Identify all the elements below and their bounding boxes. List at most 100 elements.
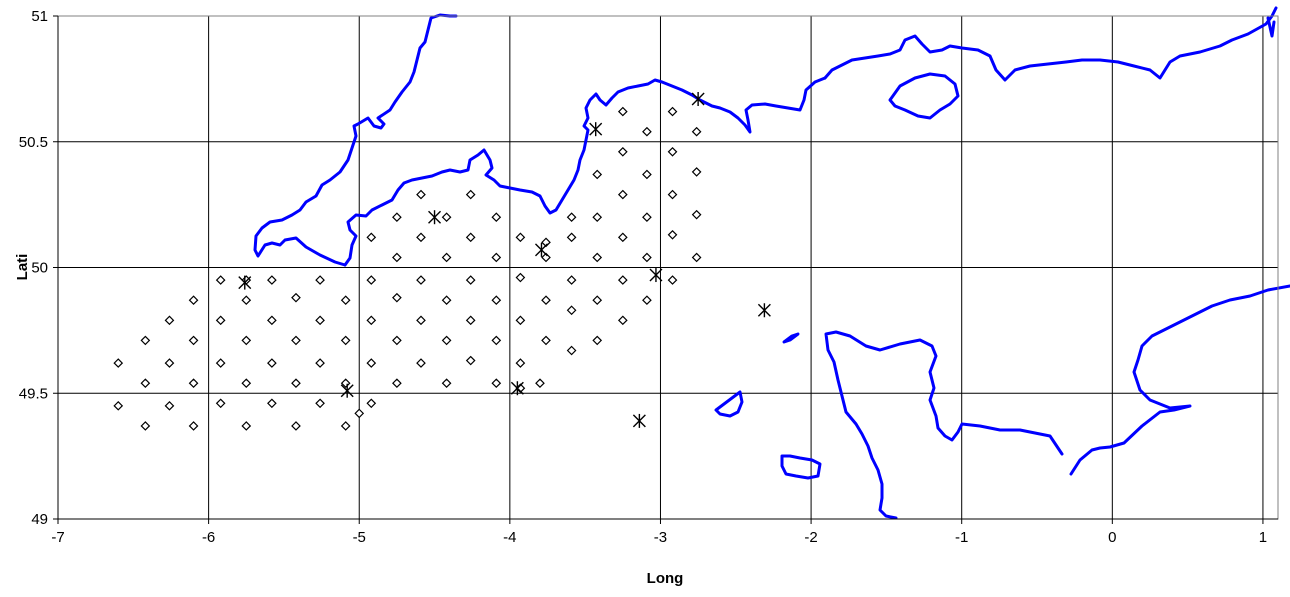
diamond-marker	[188, 421, 199, 431]
diamond-marker	[315, 358, 325, 368]
diamond-marker	[416, 315, 426, 326]
diamond-marker	[465, 189, 476, 200]
diamond-marker	[241, 335, 252, 346]
y-tick-label: 49.5	[19, 385, 48, 402]
diamond-marker	[566, 345, 577, 356]
diamond-marker	[535, 378, 545, 389]
coastline-normandy-brittany	[1069, 284, 1290, 476]
diamond-marker	[392, 378, 402, 389]
diamond-marker	[691, 126, 702, 137]
diamond-marker	[617, 189, 628, 200]
diamond-marker	[291, 421, 301, 431]
diamond-marker	[267, 358, 277, 368]
diamond-marker	[465, 232, 476, 243]
asterisk-marker	[691, 91, 705, 106]
diamond-marker	[241, 421, 252, 431]
asterisk-marker	[757, 303, 771, 318]
x-tick-label: -6	[202, 529, 215, 546]
y-tick-label: 49	[31, 511, 48, 528]
asterisk-marker	[340, 383, 354, 398]
diamond-marker	[667, 106, 678, 117]
diamond-marker	[566, 212, 577, 223]
diamond-marker	[465, 275, 476, 285]
diamond-marker	[617, 315, 628, 326]
diamond-marker	[215, 275, 226, 285]
diamond-marker	[441, 378, 452, 389]
diamond-marker	[392, 335, 402, 346]
diamond-marker	[241, 295, 252, 306]
diamond-marker	[164, 358, 175, 368]
x-tick-labels: -7 -6 -5 -4 -3 -2 -1 0 1	[51, 529, 1267, 546]
jersey-outline	[780, 454, 822, 480]
diamond-marker	[667, 229, 678, 240]
diamond-marker	[592, 335, 603, 346]
plot-area-border	[53, 15, 1279, 524]
diamond-marker	[340, 295, 351, 306]
diamond-marker	[491, 252, 502, 263]
diamond-marker	[592, 212, 603, 223]
diamond-marker	[267, 398, 277, 409]
alderney-outline	[782, 332, 800, 344]
coastline-outlines	[253, 6, 1290, 520]
y-tick-label: 51	[31, 8, 48, 25]
diamond-marker	[392, 252, 402, 263]
diamond-marker	[315, 275, 325, 285]
x-tick-label: -5	[353, 529, 366, 546]
x-tick-label: 1	[1259, 529, 1267, 546]
diamond-marker	[215, 358, 226, 368]
x-tick-label: -1	[955, 529, 968, 546]
diamond-marker	[515, 272, 526, 283]
diamond-marker	[491, 335, 502, 346]
coastline-kent-edge	[1266, 16, 1276, 38]
diamond-marker	[515, 358, 526, 368]
diamond-marker	[642, 169, 652, 180]
asterisk-marker	[632, 413, 646, 428]
isle-of-wight-outline	[888, 72, 960, 120]
diamond-marker	[340, 421, 351, 431]
diamond-marker	[691, 209, 702, 220]
diamond-marker	[315, 398, 325, 409]
diamond-marker	[441, 252, 452, 263]
diamond-marker	[366, 275, 377, 285]
diamond-marker	[392, 292, 402, 303]
y-tick-labels: 49 49.5 50 50.5 51	[19, 8, 48, 528]
diamond-marker	[642, 212, 652, 223]
diamond-marker	[441, 212, 452, 223]
diamond-marker	[416, 358, 426, 368]
diamond-marker	[340, 335, 351, 346]
diamond-marker	[215, 398, 226, 409]
diamond-marker	[515, 315, 526, 326]
x-tick-label: -3	[654, 529, 667, 546]
diamond-marker	[267, 315, 277, 326]
diamond-marker	[541, 295, 551, 306]
diamond-marker	[566, 305, 577, 316]
diamond-marker	[617, 275, 628, 285]
coastline-south-devon	[343, 76, 827, 267]
asterisk-marker	[510, 381, 524, 396]
x-tick-label: -7	[51, 529, 64, 546]
diamond-marker	[416, 275, 426, 285]
gridlines	[57, 15, 1278, 520]
diamond-marker	[566, 232, 577, 243]
diamond-marker	[315, 315, 325, 326]
diamond-marker	[164, 315, 175, 326]
diamond-marker	[642, 126, 652, 137]
diamond-marker	[642, 252, 652, 263]
diamond-marker	[566, 275, 577, 285]
diamond-marker	[617, 232, 628, 243]
diamond-marker	[354, 408, 365, 419]
diamond-marker	[691, 252, 702, 263]
diamond-marker	[215, 315, 226, 326]
asterisk-marker	[589, 122, 603, 137]
diamond-marker	[541, 335, 551, 346]
diamond-marker	[465, 315, 476, 326]
diamond-marker	[667, 146, 678, 157]
diamond-marker	[592, 252, 603, 263]
diamond-marker	[416, 189, 426, 200]
diamond-marker	[291, 292, 301, 303]
asterisk-marker	[428, 210, 442, 225]
diamond-marker	[267, 275, 277, 285]
diamond-marker	[617, 106, 628, 117]
diamond-marker	[667, 275, 678, 285]
diamond-marker	[691, 167, 702, 177]
